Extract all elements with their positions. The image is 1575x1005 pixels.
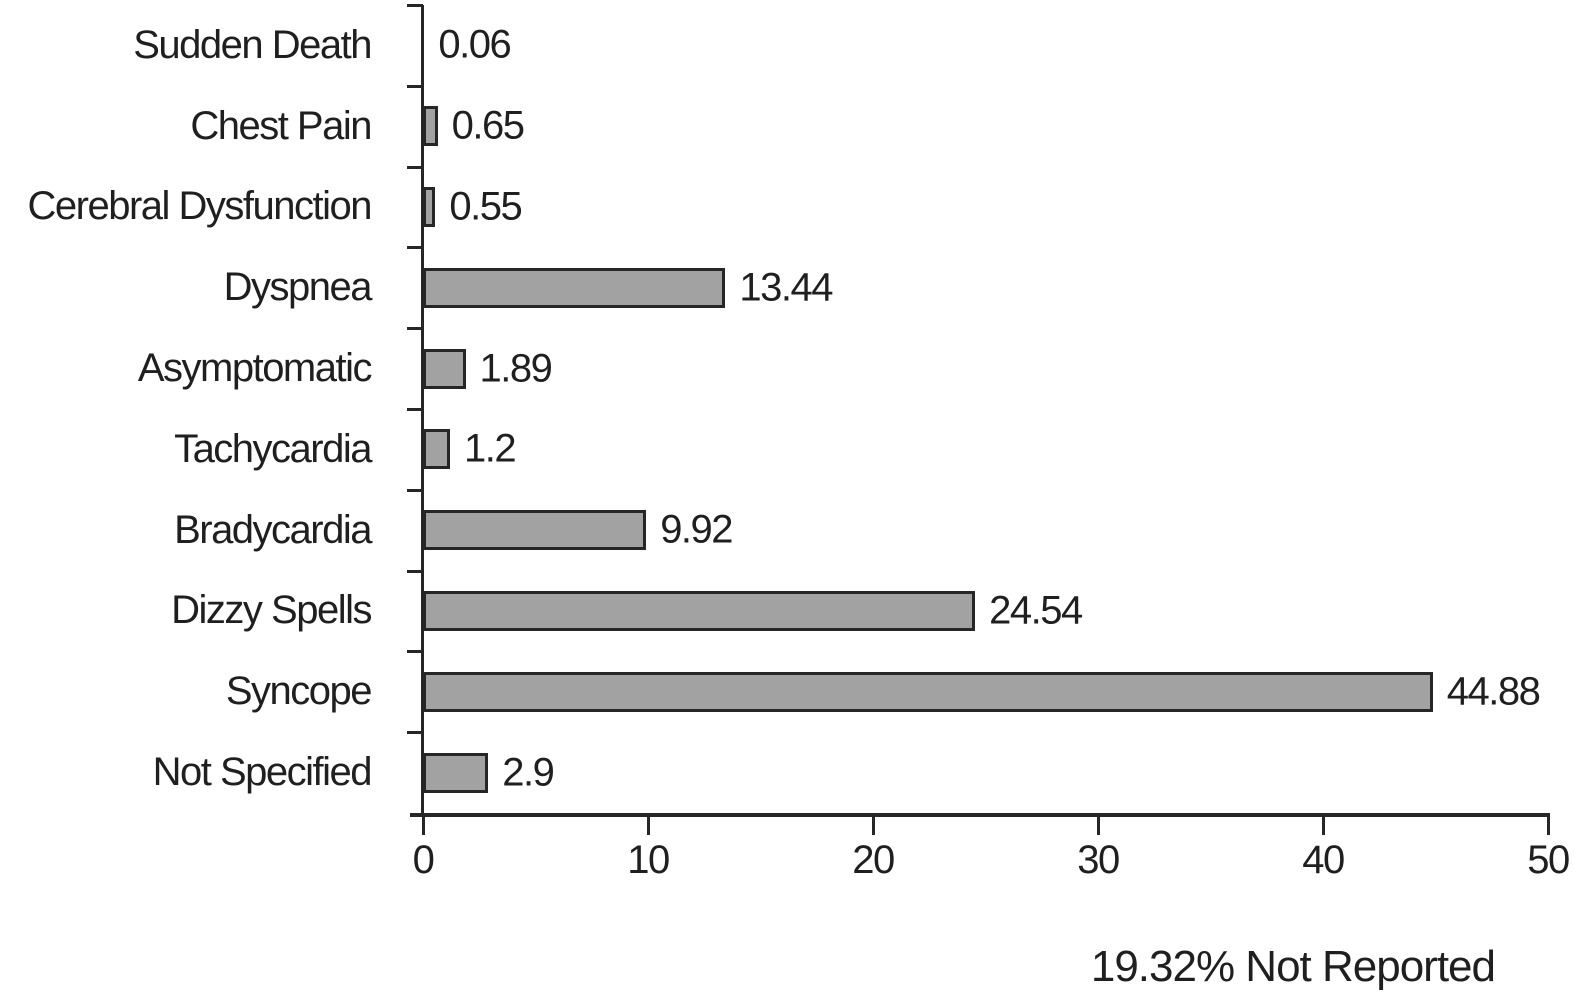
value-label: 9.92: [660, 507, 733, 552]
value-label: 44.88: [1446, 669, 1541, 714]
value-label: 0.65: [451, 103, 525, 148]
y-axis-tick: [407, 731, 423, 735]
bar-track: 2.9: [423, 732, 1575, 813]
y-axis-tick: [407, 408, 423, 411]
x-axis-tick: [1546, 813, 1550, 835]
bar-row: Cerebral Dysfunction 0.55: [0, 167, 1575, 248]
y-axis-tick: [407, 569, 423, 573]
x-axis-tick-label: 30: [1077, 838, 1120, 882]
bar-row: Asymptomatic 1.89: [0, 328, 1575, 409]
bar: [423, 348, 466, 389]
x-axis-tick-label: 20: [852, 838, 895, 882]
category-label: Not Specified: [152, 750, 373, 795]
x-axis-tick-label: 40: [1302, 838, 1345, 882]
category-label: Dizzy Spells: [171, 588, 372, 633]
bar-track: 13.44: [423, 247, 1575, 328]
bar-row: Chest Pain 0.65: [0, 86, 1575, 167]
category-label: Cerebral Dysfunction: [27, 184, 373, 229]
x-axis-tick: [421, 813, 425, 835]
y-axis-tick: [407, 327, 423, 331]
x-axis-line: [410, 813, 1550, 817]
chart-rows: Sudden Death 0.06 Chest Pain 0.65 Cerebral D…: [0, 5, 1575, 813]
x-axis-tick: [1321, 813, 1325, 835]
category-label: Dyspnea: [223, 265, 373, 310]
bar-row: Sudden Death 0.06: [0, 5, 1575, 86]
bar-row: Bradycardia 9.92: [0, 490, 1575, 571]
bar: [423, 106, 438, 147]
bar-row: Dizzy Spells 24.54: [0, 571, 1575, 652]
bar: [423, 429, 450, 470]
bar: [423, 752, 489, 793]
y-axis-tick: [407, 246, 423, 250]
bar-track: 24.54: [423, 571, 1575, 652]
x-axis-tick-label: 0: [412, 838, 435, 882]
bar-track: 9.92: [423, 490, 1575, 571]
y-axis-tick: [407, 488, 423, 492]
bar-track: 1.2: [423, 409, 1575, 490]
bar-track: 0.65: [423, 86, 1575, 167]
bar-row: Not Specified 2.9: [0, 732, 1575, 813]
bar-row: Syncope 44.88: [0, 651, 1575, 732]
bar-row: Dyspnea 13.44: [0, 247, 1575, 328]
bar-track: 1.89: [423, 328, 1575, 409]
category-label: Sudden Death: [133, 22, 372, 67]
bar: [423, 671, 1433, 712]
bar: [423, 186, 436, 227]
bar-track: 0.55: [423, 167, 1575, 248]
category-label: Bradycardia: [174, 507, 372, 552]
bar-row: Tachycardia 1.2: [0, 409, 1575, 490]
x-axis-tick-label: 10: [627, 838, 670, 882]
value-label: 1.89: [479, 346, 553, 391]
category-label: Syncope: [225, 669, 373, 714]
category-label: Chest Pain: [190, 103, 372, 148]
x-axis-tick-label: 50: [1527, 838, 1570, 882]
bar-track: 0.06: [423, 5, 1575, 86]
y-axis-tick: [407, 650, 423, 654]
y-axis-tick: [407, 165, 423, 169]
bar: [423, 590, 976, 631]
value-label: 0.06: [438, 22, 511, 67]
x-axis-tick: [871, 813, 875, 835]
y-axis-tick: [407, 84, 423, 88]
value-label: 1.2: [464, 426, 517, 471]
bar-track: 44.88: [423, 651, 1575, 732]
y-axis-tick: [407, 4, 423, 7]
value-label: 0.55: [449, 184, 522, 229]
value-label: 13.44: [739, 265, 833, 310]
x-axis-tick: [1096, 813, 1100, 835]
value-label: 2.9: [502, 750, 555, 795]
category-label: Asymptomatic: [137, 346, 373, 391]
bar: [423, 510, 647, 551]
value-label: 24.54: [989, 588, 1083, 633]
bar: [423, 267, 726, 308]
category-label: Tachycardia: [174, 426, 372, 471]
x-axis-tick: [646, 813, 650, 835]
not-reported-annotation: 19.32% Not Reported: [1090, 942, 1496, 991]
